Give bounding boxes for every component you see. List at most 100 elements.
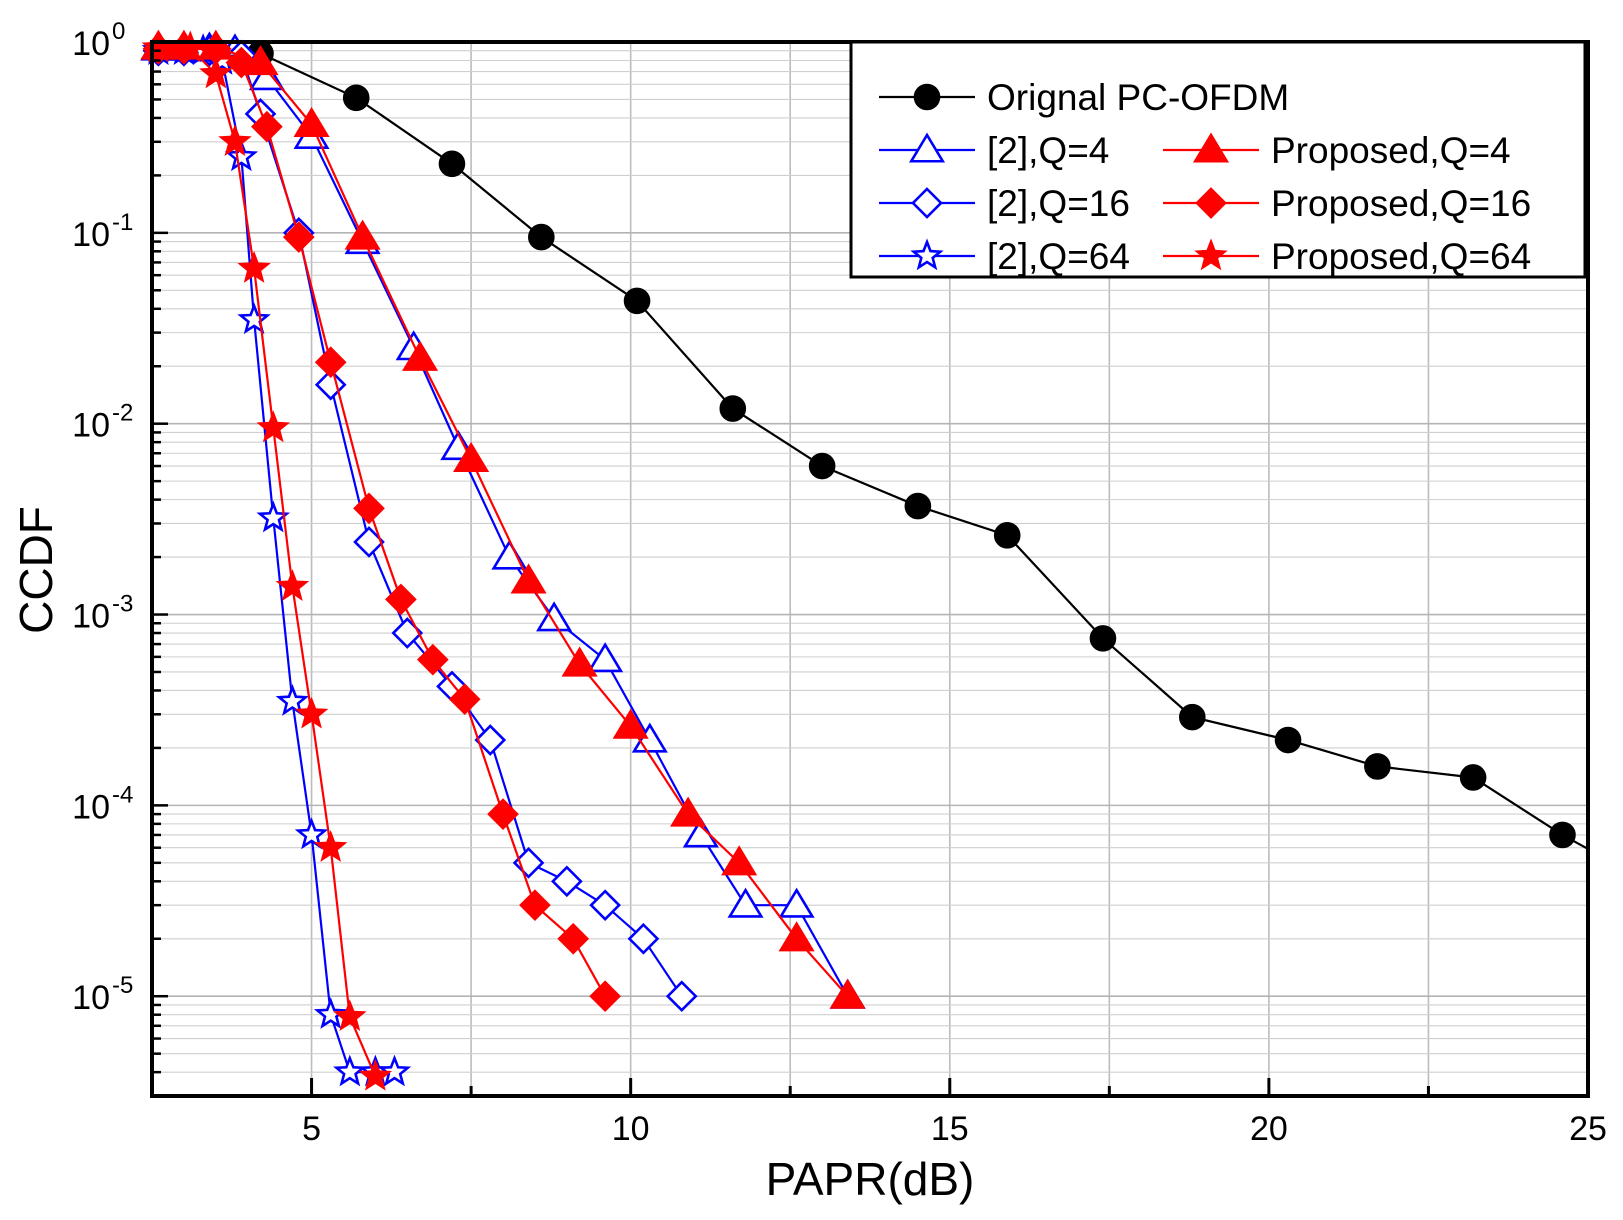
y-axis-title: CCDF xyxy=(10,506,62,634)
data-point xyxy=(627,922,660,955)
series-1 xyxy=(140,30,866,1009)
x-tick-label: 25 xyxy=(1569,1110,1607,1148)
data-point xyxy=(344,219,381,250)
data-point xyxy=(342,84,370,112)
data-point xyxy=(224,139,259,172)
data-point xyxy=(385,583,417,616)
data-point xyxy=(561,646,598,677)
data-point xyxy=(721,845,758,876)
data-point xyxy=(589,980,621,1013)
y-tick-label: 10 -2 xyxy=(72,400,133,445)
data-point xyxy=(904,492,932,520)
legend-marker xyxy=(1194,238,1228,271)
legend-marker xyxy=(908,132,946,163)
legend-label: [2],Q=4 xyxy=(987,130,1109,171)
legend-label: Orignal PC-OFDM xyxy=(987,77,1289,118)
legend-label: Proposed,Q=4 xyxy=(1271,130,1511,171)
y-tick-label-base: 10 xyxy=(72,979,110,1017)
data-point xyxy=(589,889,621,921)
y-tick-label-base: 10 xyxy=(72,216,110,254)
data-point xyxy=(778,887,815,918)
data-point xyxy=(474,724,507,756)
data-point xyxy=(528,223,555,251)
data-point xyxy=(199,56,233,89)
y-tick-label-base: 10 xyxy=(72,25,110,63)
legend-label: [2],Q=64 xyxy=(987,236,1130,277)
legend-item: Orignal PC-OFDM xyxy=(879,77,1289,118)
data-point xyxy=(778,921,815,952)
legend-item: [2],Q=4 xyxy=(879,130,1109,171)
data-point xyxy=(293,106,330,137)
data-point xyxy=(808,452,836,480)
data-point xyxy=(727,887,764,918)
legend-marker xyxy=(911,187,943,219)
y-tick-label: 10 -3 xyxy=(72,591,133,636)
data-point xyxy=(225,46,258,79)
x-tick-label: 20 xyxy=(1250,1110,1288,1148)
legend-item: Proposed,Q=16 xyxy=(1163,183,1531,224)
data-point xyxy=(294,817,329,850)
data-point xyxy=(275,568,310,601)
data-point xyxy=(512,846,545,879)
data-point xyxy=(453,441,490,472)
y-tick-label-exponent: -4 xyxy=(112,781,133,808)
legend-label: [2],Q=16 xyxy=(987,183,1130,224)
data-point xyxy=(536,601,573,632)
data-point xyxy=(487,798,519,830)
data-point xyxy=(251,110,283,143)
series-3 xyxy=(141,33,412,1087)
y-tick-label: 10 -4 xyxy=(72,781,133,826)
y-tick-label-exponent: -3 xyxy=(112,591,133,618)
y-tick-label-exponent: 0 xyxy=(112,18,125,45)
data-point xyxy=(448,683,481,716)
data-point xyxy=(256,410,291,443)
y-tick-label-base: 10 xyxy=(72,788,110,826)
legend-item: [2],Q=16 xyxy=(879,183,1130,224)
data-point xyxy=(519,889,551,921)
legend-item: Proposed,Q=4 xyxy=(1163,130,1511,171)
series-5 xyxy=(142,33,621,1013)
data-point xyxy=(551,865,583,898)
data-point xyxy=(829,978,866,1009)
data-point xyxy=(353,526,385,558)
legend-marker xyxy=(913,83,941,111)
data-point xyxy=(237,302,271,335)
legend-item: Proposed,Q=64 xyxy=(1163,236,1531,277)
data-point xyxy=(358,1058,393,1091)
data-point xyxy=(416,643,449,676)
y-tick-label-exponent: -2 xyxy=(112,400,133,427)
y-tick-label-base: 10 xyxy=(72,598,110,636)
legend-marker xyxy=(910,238,944,271)
data-point xyxy=(670,796,707,827)
legend: Orignal PC-OFDM [2],Q=4 Proposed,Q=4 [2],Q=… xyxy=(849,40,1587,279)
y-tick-label-exponent: -1 xyxy=(112,209,133,236)
series-layer xyxy=(140,29,1589,1091)
x-tick-label: 5 xyxy=(302,1110,321,1148)
legend-item: [2],Q=64 xyxy=(879,236,1130,277)
data-point xyxy=(313,830,348,862)
series-6 xyxy=(141,30,393,1091)
data-point xyxy=(294,696,329,729)
data-point xyxy=(719,395,747,422)
data-point xyxy=(237,250,271,283)
data-point xyxy=(612,708,649,739)
series-line-tail xyxy=(1561,833,1589,850)
data-point xyxy=(333,999,367,1032)
data-point xyxy=(438,150,466,178)
data-point xyxy=(313,997,348,1029)
series-line xyxy=(158,49,395,1074)
data-point xyxy=(314,346,347,379)
data-point xyxy=(353,492,385,525)
data-point xyxy=(587,642,624,673)
y-tick-label-base: 10 xyxy=(72,407,110,445)
legend-marker xyxy=(1192,132,1230,163)
data-point xyxy=(623,287,651,315)
data-point xyxy=(282,221,315,253)
data-point xyxy=(377,1054,412,1087)
data-point xyxy=(1459,764,1487,791)
legend-marker xyxy=(1195,187,1227,219)
data-point xyxy=(993,522,1021,549)
x-tick-label: 15 xyxy=(931,1110,969,1148)
